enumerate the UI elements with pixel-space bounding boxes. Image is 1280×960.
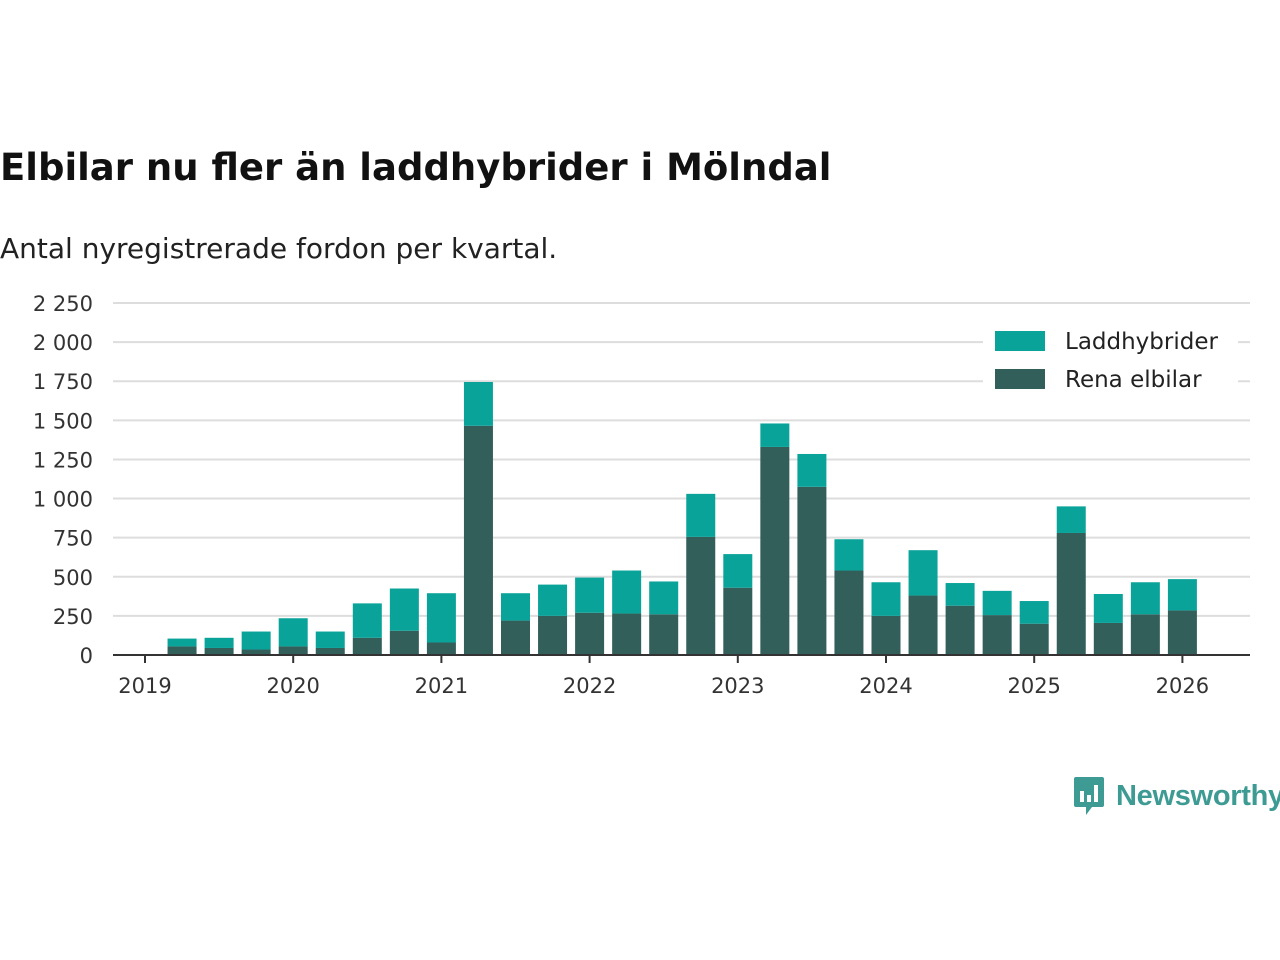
bar-laddhybrider: [1056, 506, 1086, 533]
legend: Laddhybrider Rena elbilar: [983, 318, 1238, 398]
bar-laddhybrider: [278, 618, 308, 647]
chart-subtitle: Antal nyregistrerade fordon per kvartal.: [0, 232, 558, 265]
bar-rena-elbilar: [649, 614, 679, 655]
legend-label: Laddhybrider: [1065, 329, 1218, 355]
bar-rena-elbilar: [426, 642, 456, 655]
bar-laddhybrider: [1019, 601, 1049, 624]
bar-rena-elbilar: [241, 649, 271, 655]
bar-rena-elbilar: [538, 615, 568, 655]
y-tick-label: 250: [53, 605, 93, 629]
bar-laddhybrider: [612, 570, 642, 614]
bar-laddhybrider: [538, 584, 568, 616]
x-tick-label: 2026: [1156, 674, 1209, 698]
bar-rena-elbilar: [575, 612, 605, 655]
bar-laddhybrider: [982, 590, 1012, 616]
bar-rena-elbilar: [834, 570, 864, 655]
bar-laddhybrider: [871, 582, 901, 616]
bar-rena-elbilar: [315, 647, 345, 655]
bar-rena-elbilar: [389, 630, 419, 655]
bar-rena-elbilar: [463, 425, 493, 655]
y-tick-label: 750: [53, 527, 93, 551]
bars: [167, 382, 1197, 655]
bar-laddhybrider: [1130, 582, 1160, 615]
bar-laddhybrider: [686, 493, 716, 537]
bar-rena-elbilar: [982, 615, 1012, 655]
y-tick-label: 1 500: [33, 409, 93, 433]
brand-name: Newsworthy: [1116, 779, 1280, 812]
bar-rena-elbilar: [686, 536, 716, 655]
bar-laddhybrider: [575, 577, 605, 613]
bar-laddhybrider: [426, 593, 456, 643]
bar-rena-elbilar: [945, 605, 975, 655]
bar-rena-elbilar: [167, 646, 197, 655]
bar-rena-elbilar: [1167, 610, 1197, 655]
bar-laddhybrider: [1167, 579, 1197, 611]
bar-rena-elbilar: [908, 595, 938, 655]
x-tick-label: 2025: [1007, 674, 1060, 698]
y-tick-label: 1 000: [33, 488, 93, 512]
bar-rena-elbilar: [278, 646, 308, 655]
bar-laddhybrider: [501, 593, 530, 621]
newsworthy-logo-icon: [1074, 777, 1104, 815]
bar-laddhybrider: [389, 588, 419, 631]
bar-laddhybrider: [760, 423, 790, 447]
bar-rena-elbilar: [1056, 532, 1086, 655]
bar-rena-elbilar: [1093, 622, 1123, 655]
bar-laddhybrider: [834, 539, 864, 571]
y-tick-label: 1 250: [33, 448, 93, 472]
bar-laddhybrider: [352, 603, 382, 638]
legend-swatch: [995, 369, 1045, 389]
legend-label: Rena elbilar: [1065, 367, 1202, 393]
bar-laddhybrider: [723, 554, 753, 588]
bar-laddhybrider: [204, 637, 234, 648]
bar-rena-elbilar: [501, 620, 530, 655]
y-tick-label: 0: [80, 644, 93, 668]
bar-laddhybrider: [945, 583, 975, 606]
bar-rena-elbilar: [760, 446, 790, 655]
x-tick-label: 2022: [563, 674, 616, 698]
bar-laddhybrider: [463, 382, 493, 426]
bar-rena-elbilar: [871, 615, 901, 655]
y-tick-label: 2 250: [33, 292, 93, 316]
bar-laddhybrider: [649, 581, 679, 615]
brand-logo: Newsworthy: [1072, 776, 1280, 816]
bar-rena-elbilar: [1019, 623, 1049, 655]
x-tick-label: 2020: [266, 674, 319, 698]
x-tick-label: 2024: [859, 674, 912, 698]
y-tick-label: 2 000: [33, 331, 93, 355]
bar-laddhybrider: [167, 638, 197, 647]
x-tick-label: 2019: [118, 674, 171, 698]
chart-title: Elbilar nu fler än laddhybrider i Mölnda…: [0, 146, 832, 189]
bar-rena-elbilar: [204, 647, 234, 655]
bar-laddhybrider: [315, 631, 345, 648]
bar-laddhybrider: [908, 550, 938, 596]
x-tick-label: 2023: [711, 674, 764, 698]
y-tick-label: 500: [53, 566, 93, 590]
bar-rena-elbilar: [1130, 614, 1160, 655]
x-tick-label: 2021: [415, 674, 468, 698]
y-tick-label: 1 750: [33, 370, 93, 394]
legend-swatch: [995, 331, 1045, 351]
bar-laddhybrider: [797, 453, 827, 487]
bar-rena-elbilar: [723, 587, 753, 655]
bar-rena-elbilar: [612, 613, 642, 655]
bar-rena-elbilar: [797, 486, 827, 655]
bar-laddhybrider: [1093, 593, 1123, 623]
bar-rena-elbilar: [352, 637, 382, 655]
bar-laddhybrider: [241, 631, 271, 650]
